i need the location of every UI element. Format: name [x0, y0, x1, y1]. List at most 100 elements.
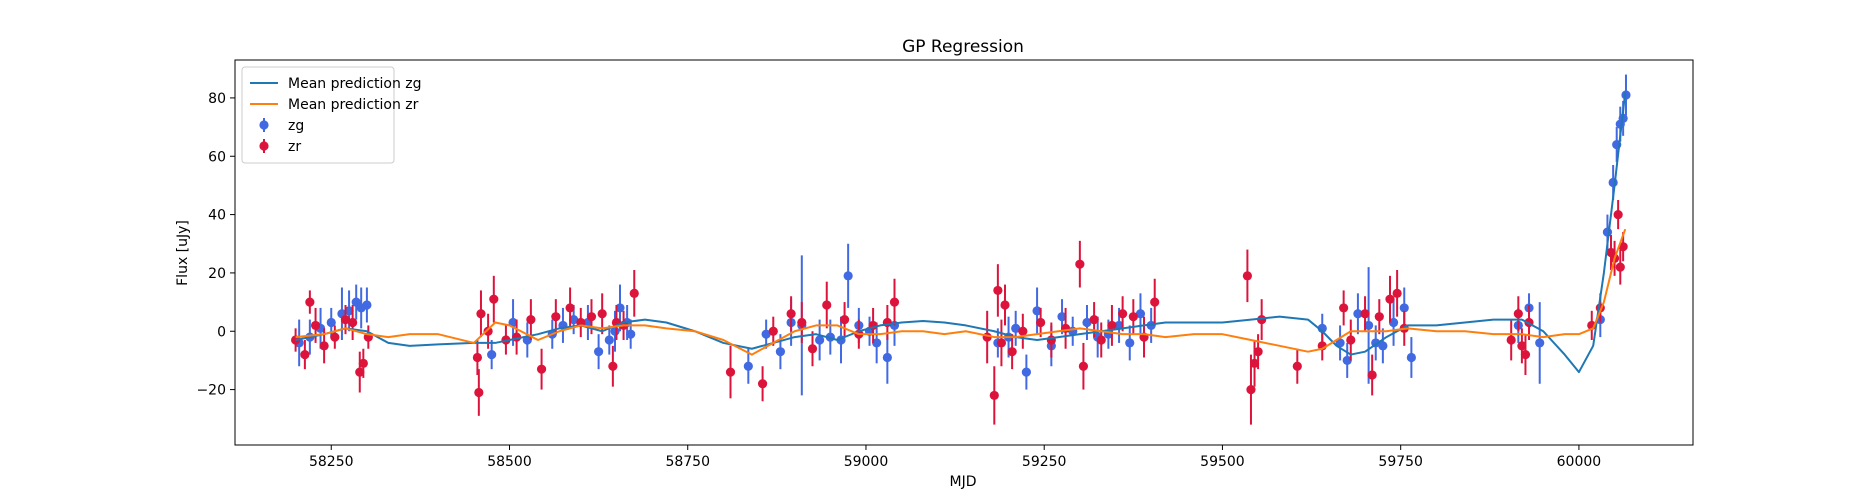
data-point	[1621, 90, 1631, 100]
data-point	[843, 271, 853, 281]
x-axis-label: MJD	[950, 474, 977, 490]
data-point	[761, 329, 771, 339]
data-point	[757, 379, 768, 389]
y-tick-label: −20	[196, 383, 226, 399]
data-point	[1385, 294, 1395, 304]
data-point	[615, 303, 625, 313]
data-point	[775, 347, 786, 357]
data-point	[872, 338, 882, 348]
data-point	[483, 326, 493, 336]
data-point	[1082, 317, 1092, 328]
data-point	[1342, 355, 1352, 366]
data-point	[362, 300, 372, 310]
data-point	[1292, 361, 1302, 371]
x-tick-label: 60000	[1557, 454, 1602, 470]
x-tick-label: 59000	[844, 454, 889, 470]
legend-marker-swatch	[259, 120, 269, 130]
data-point	[1253, 347, 1263, 357]
data-point	[1535, 338, 1545, 348]
data-point	[1339, 303, 1349, 313]
data-point	[586, 312, 597, 322]
data-point	[476, 309, 486, 319]
x-tick-label: 58250	[309, 454, 354, 470]
data-point	[344, 306, 354, 316]
data-point	[1018, 326, 1028, 336]
data-point	[1360, 309, 1370, 319]
y-axis: −20 0 20 40 60 80	[196, 91, 235, 399]
data-point	[1335, 338, 1345, 348]
data-point	[348, 317, 358, 328]
data-point	[993, 285, 1003, 296]
legend-marker-swatch	[259, 141, 269, 151]
x-axis: 58250 58500 58750 59000 59250 59500 59750 60000	[309, 445, 1601, 470]
data-point	[565, 303, 575, 313]
y-tick-label: 40	[208, 208, 226, 224]
legend-box	[241, 66, 395, 164]
data-point	[989, 390, 999, 401]
data-point	[319, 341, 329, 351]
data-point	[629, 288, 639, 298]
series-layer	[291, 74, 1631, 425]
data-point	[472, 352, 483, 363]
series-line-mean-prediction-zg	[295, 91, 1627, 374]
data-point	[1364, 320, 1374, 331]
data-point	[1150, 297, 1160, 307]
data-point	[358, 358, 368, 368]
data-point	[1517, 341, 1527, 351]
data-point	[725, 367, 736, 377]
plot-area-frame	[234, 59, 1694, 446]
data-point	[1392, 288, 1402, 298]
data-point	[1075, 259, 1085, 269]
data-point	[340, 314, 351, 325]
legend-label: Mean prediction zr	[288, 97, 419, 113]
data-point	[1032, 306, 1042, 316]
data-point	[1506, 335, 1516, 345]
x-tick-label: 59250	[1022, 454, 1067, 470]
data-point	[597, 309, 607, 319]
data-point	[1021, 367, 1031, 377]
data-point	[807, 344, 818, 354]
data-point	[768, 326, 778, 336]
x-tick-label: 59500	[1200, 454, 1245, 470]
legend-label: zr	[288, 139, 301, 155]
legend: Mean prediction zg Mean prediction zr zg zr	[241, 66, 422, 164]
data-point	[594, 347, 604, 357]
y-tick-label: 80	[208, 91, 226, 107]
data-point	[474, 387, 484, 398]
data-point	[1000, 300, 1010, 310]
data-point	[508, 317, 518, 328]
data-point	[1613, 209, 1623, 220]
data-point	[1107, 320, 1117, 331]
data-point	[1615, 262, 1625, 272]
data-point	[1608, 177, 1618, 188]
data-point	[1520, 349, 1531, 360]
data-point	[1346, 335, 1356, 345]
data-point	[1128, 312, 1138, 322]
data-point	[604, 335, 614, 345]
data-point	[1135, 309, 1146, 319]
data-point	[882, 352, 892, 363]
data-point	[355, 367, 365, 377]
data-point	[1242, 271, 1253, 281]
data-point	[1249, 358, 1260, 368]
data-point	[743, 361, 753, 371]
data-point	[1246, 384, 1256, 395]
x-tick-label: 58750	[665, 454, 710, 470]
data-point	[1118, 309, 1128, 319]
data-point	[1513, 309, 1523, 319]
data-point	[569, 314, 579, 325]
data-point	[551, 312, 561, 322]
y-tick-label: 0	[217, 324, 226, 340]
data-point	[1011, 323, 1021, 333]
data-point	[1096, 335, 1106, 345]
data-point	[1125, 338, 1135, 348]
data-point	[536, 364, 547, 374]
data-point	[526, 314, 536, 325]
data-point	[797, 317, 807, 328]
data-point	[1007, 347, 1017, 357]
data-point	[489, 294, 499, 304]
data-point	[1353, 309, 1363, 319]
y-axis-label: Flux [uJy]	[175, 220, 191, 286]
data-point	[996, 338, 1007, 348]
